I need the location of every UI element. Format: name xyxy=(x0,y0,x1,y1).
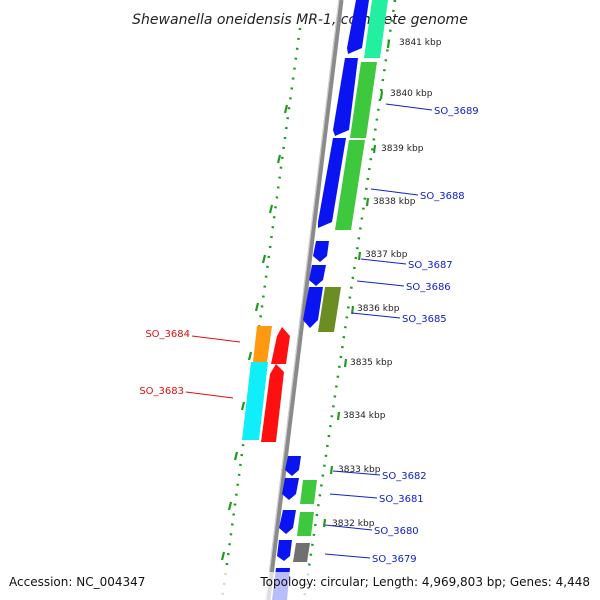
gene-label[interactable]: SO_3680 xyxy=(374,526,419,537)
right-dotted-guide xyxy=(302,0,397,600)
gene-label[interactable]: SO_3683 xyxy=(139,386,184,397)
gene-red-so3684[interactable] xyxy=(271,327,290,364)
gene-blue-so3685a[interactable] xyxy=(303,287,323,328)
gene-blue-so3689a[interactable] xyxy=(333,58,358,136)
accession-text: Accession: NC_004347 xyxy=(9,575,145,589)
inner-major-ticks xyxy=(322,39,391,528)
kbp-label: 3835 kbp xyxy=(350,358,393,368)
kbp-label: 3840 kbp xyxy=(390,89,433,99)
gene-label[interactable]: SO_3689 xyxy=(434,106,479,117)
gene-green-so3680[interactable] xyxy=(297,512,314,536)
gene-blue-so3686[interactable] xyxy=(309,265,326,286)
gene-blue-so3681a[interactable] xyxy=(282,478,299,500)
gene-label[interactable]: SO_3685 xyxy=(402,314,447,325)
map-title: Shewanella oneidensis MR-1, complete gen… xyxy=(132,12,468,28)
gene-aqua-top[interactable] xyxy=(364,0,388,58)
kbp-label: 3832 kbp xyxy=(332,519,375,529)
kbp-label: 3837 kbp xyxy=(365,250,408,260)
gene-green-so3688[interactable] xyxy=(335,140,365,230)
gene-label[interactable]: SO_3681 xyxy=(379,494,424,505)
kbp-label: 3841 kbp xyxy=(399,38,442,48)
gene-labels: SO_3689 SO_3688 SO_3687 SO_3686 SO_3685 … xyxy=(139,106,478,565)
kbp-label: 3833 kbp xyxy=(338,465,381,475)
kbp-label: 3834 kbp xyxy=(343,411,386,421)
gene-blue-so3688a[interactable] xyxy=(318,138,346,228)
kbp-label: 3836 kbp xyxy=(357,304,400,314)
gene-blue-so3680a[interactable] xyxy=(279,510,296,534)
gene-blue-so3682[interactable] xyxy=(285,456,301,476)
genome-summary-text: Topology: circular; Length: 4,969,803 bp… xyxy=(259,575,590,589)
gene-green-so3681[interactable] xyxy=(300,480,317,504)
kbp-scale-labels: 3841 kbp 3840 kbp 3839 kbp 3838 kbp 3837… xyxy=(332,38,442,529)
gene-label[interactable]: SO_3682 xyxy=(382,471,427,482)
gene-blue-so3679a[interactable] xyxy=(277,540,292,561)
gene-label[interactable]: SO_3686 xyxy=(406,282,451,293)
gene-red-so3683[interactable] xyxy=(261,364,284,442)
gene-gray-so3679[interactable] xyxy=(293,543,310,562)
gene-label-leaders xyxy=(185,103,433,559)
kbp-label: 3839 kbp xyxy=(381,144,424,154)
gene-label[interactable]: SO_3688 xyxy=(420,191,465,202)
gene-label[interactable]: SO_3679 xyxy=(372,554,417,565)
kbp-label: 3838 kbp xyxy=(373,197,416,207)
gene-label[interactable]: SO_3687 xyxy=(408,260,453,271)
gene-cyan-so3683[interactable] xyxy=(242,362,268,440)
gene-features xyxy=(242,0,388,600)
genome-backbone xyxy=(265,0,344,600)
gene-label[interactable]: SO_3684 xyxy=(145,329,190,340)
outer-major-ticks xyxy=(220,104,289,561)
gene-green-so3689[interactable] xyxy=(350,62,377,138)
gene-blue-so3687[interactable] xyxy=(313,241,329,262)
left-dotted-guide xyxy=(220,27,302,600)
gene-orange-so3684[interactable] xyxy=(253,326,272,362)
gene-olive-so3685[interactable] xyxy=(318,287,341,332)
footer-background xyxy=(0,572,600,600)
dotted-track-lines xyxy=(220,0,397,600)
gene-blue-top-1[interactable] xyxy=(347,0,369,54)
